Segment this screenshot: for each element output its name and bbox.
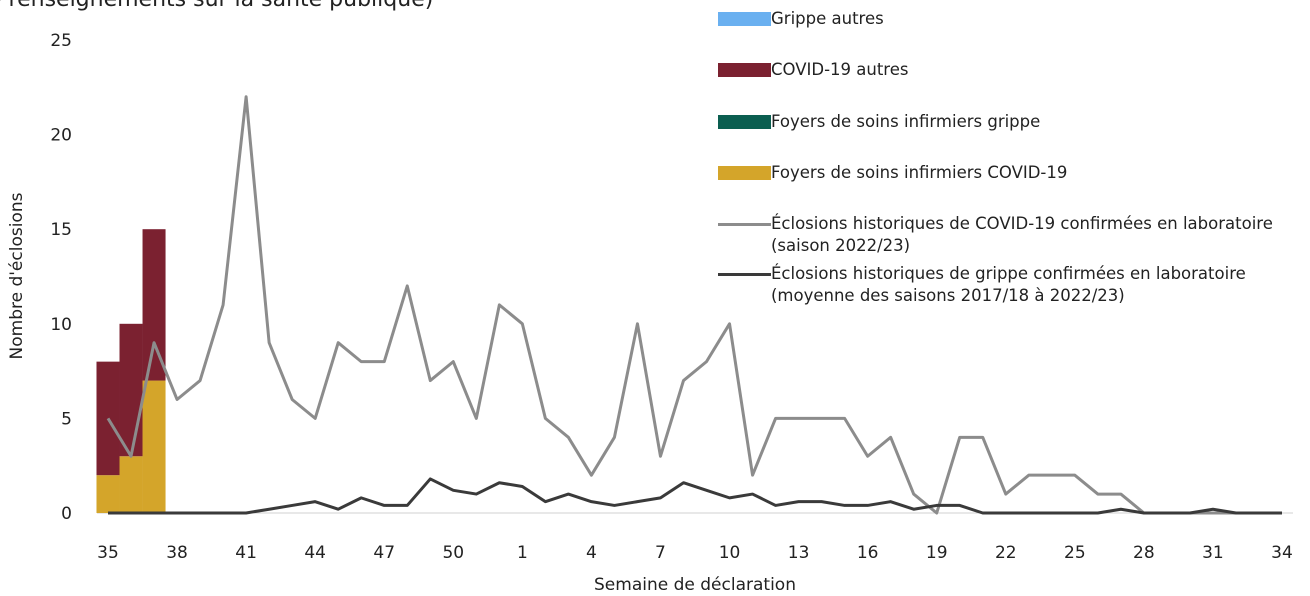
x-tick-label: 47: [373, 543, 395, 563]
legend-swatch: [718, 273, 771, 276]
legend-swatch: [718, 12, 771, 26]
legend-item: Foyers de soins infirmiers grippe: [718, 111, 1301, 133]
legend-label: Foyers de soins infirmiers grippe: [771, 112, 1041, 131]
x-axis-label: Semaine de déclaration: [594, 575, 796, 595]
x-tick-label: 7: [655, 543, 666, 563]
legend-label: COVID-19 autres: [771, 60, 909, 79]
y-tick-label: 20: [50, 126, 72, 146]
x-tick-label: 41: [235, 543, 257, 563]
x-tick-label: 16: [857, 543, 879, 563]
legend-swatch: [718, 63, 771, 77]
legend-label: Grippe autres: [771, 9, 884, 28]
x-tick-label: 10: [719, 543, 741, 563]
y-tick-label: 5: [61, 409, 72, 429]
x-tick-label: 1: [517, 543, 528, 563]
x-tick-label: 50: [442, 543, 464, 563]
bar: [142, 229, 166, 381]
legend-label: Foyers de soins infirmiers COVID-19: [771, 163, 1068, 182]
legend-item: COVID-19 autres: [718, 59, 1301, 81]
legend-item: Éclosions historiques de COVID-19 confir…: [718, 213, 1301, 257]
chart-title: e renseignements sur la santé publique): [0, 0, 433, 12]
legend-item: Éclosions historiques de grippe confirmé…: [718, 263, 1301, 307]
x-tick-label: 44: [304, 543, 326, 563]
bar: [96, 475, 120, 513]
x-tick-label: 34: [1271, 543, 1293, 563]
bar: [142, 380, 166, 513]
bar: [119, 323, 143, 457]
legend-swatch: [718, 166, 771, 180]
y-tick-label: 0: [61, 504, 72, 524]
x-tick-label: 19: [926, 543, 948, 563]
y-tick-label: 15: [50, 220, 72, 240]
x-tick-label: 13: [788, 543, 810, 563]
x-tick-label: 31: [1202, 543, 1224, 563]
x-tick-label: 22: [995, 543, 1017, 563]
x-tick-label: 35: [97, 543, 119, 563]
line: [106, 95, 1282, 515]
legend-swatch: [718, 223, 771, 226]
legend-swatch: [718, 115, 771, 129]
line: [108, 477, 1282, 515]
x-tick-label: 28: [1133, 543, 1155, 563]
x-tick-label: 4: [586, 543, 597, 563]
y-tick-label: 25: [50, 31, 72, 51]
bar: [119, 456, 143, 513]
legend-item: Grippe autres: [718, 8, 1301, 30]
x-tick-label: 38: [166, 543, 188, 563]
y-tick-label: 10: [50, 315, 72, 335]
legend-item: Foyers de soins infirmiers COVID-19: [718, 162, 1301, 184]
legend-label: Éclosions historiques de grippe confirmé…: [771, 264, 1246, 305]
y-axis-label: Nombre d'éclosions: [7, 192, 27, 359]
x-tick-label: 25: [1064, 543, 1086, 563]
legend-label: Éclosions historiques de COVID-19 confir…: [771, 214, 1273, 255]
